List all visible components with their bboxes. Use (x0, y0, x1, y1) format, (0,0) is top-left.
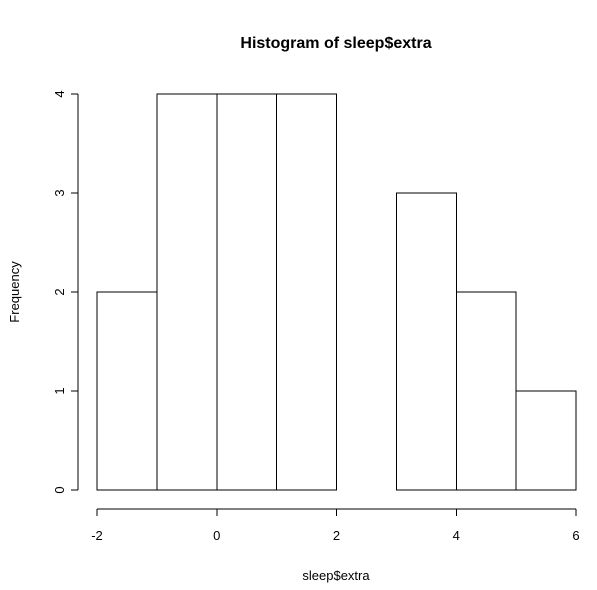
y-tick-label: 3 (52, 189, 67, 196)
y-tick-label: 2 (52, 288, 67, 295)
histogram-bar (276, 93, 337, 491)
y-tick-label: 1 (52, 387, 67, 394)
histogram-bar (455, 291, 517, 491)
histogram-bar (395, 192, 457, 491)
y-tick-label: 0 (52, 486, 67, 493)
x-axis-label: sleep$extra (302, 568, 370, 583)
y-axis: 0 1 2 3 4 (52, 90, 79, 494)
bars-group (96, 93, 577, 491)
x-axis: -2 0 2 4 6 (91, 508, 580, 543)
y-axis-label: Frequency (7, 261, 22, 323)
histogram-bar (216, 93, 278, 491)
x-tick-label: 6 (572, 528, 579, 543)
x-tick-label: 2 (333, 528, 340, 543)
y-tick-label: 4 (52, 90, 67, 97)
x-tick-label: 4 (453, 528, 460, 543)
x-tick-label: 0 (213, 528, 220, 543)
histogram-bar (96, 291, 158, 491)
chart-title: Histogram of sleep$extra (240, 35, 431, 52)
histogram-bar (156, 93, 218, 491)
histogram-bar (515, 390, 577, 491)
x-tick-label: -2 (91, 528, 103, 543)
